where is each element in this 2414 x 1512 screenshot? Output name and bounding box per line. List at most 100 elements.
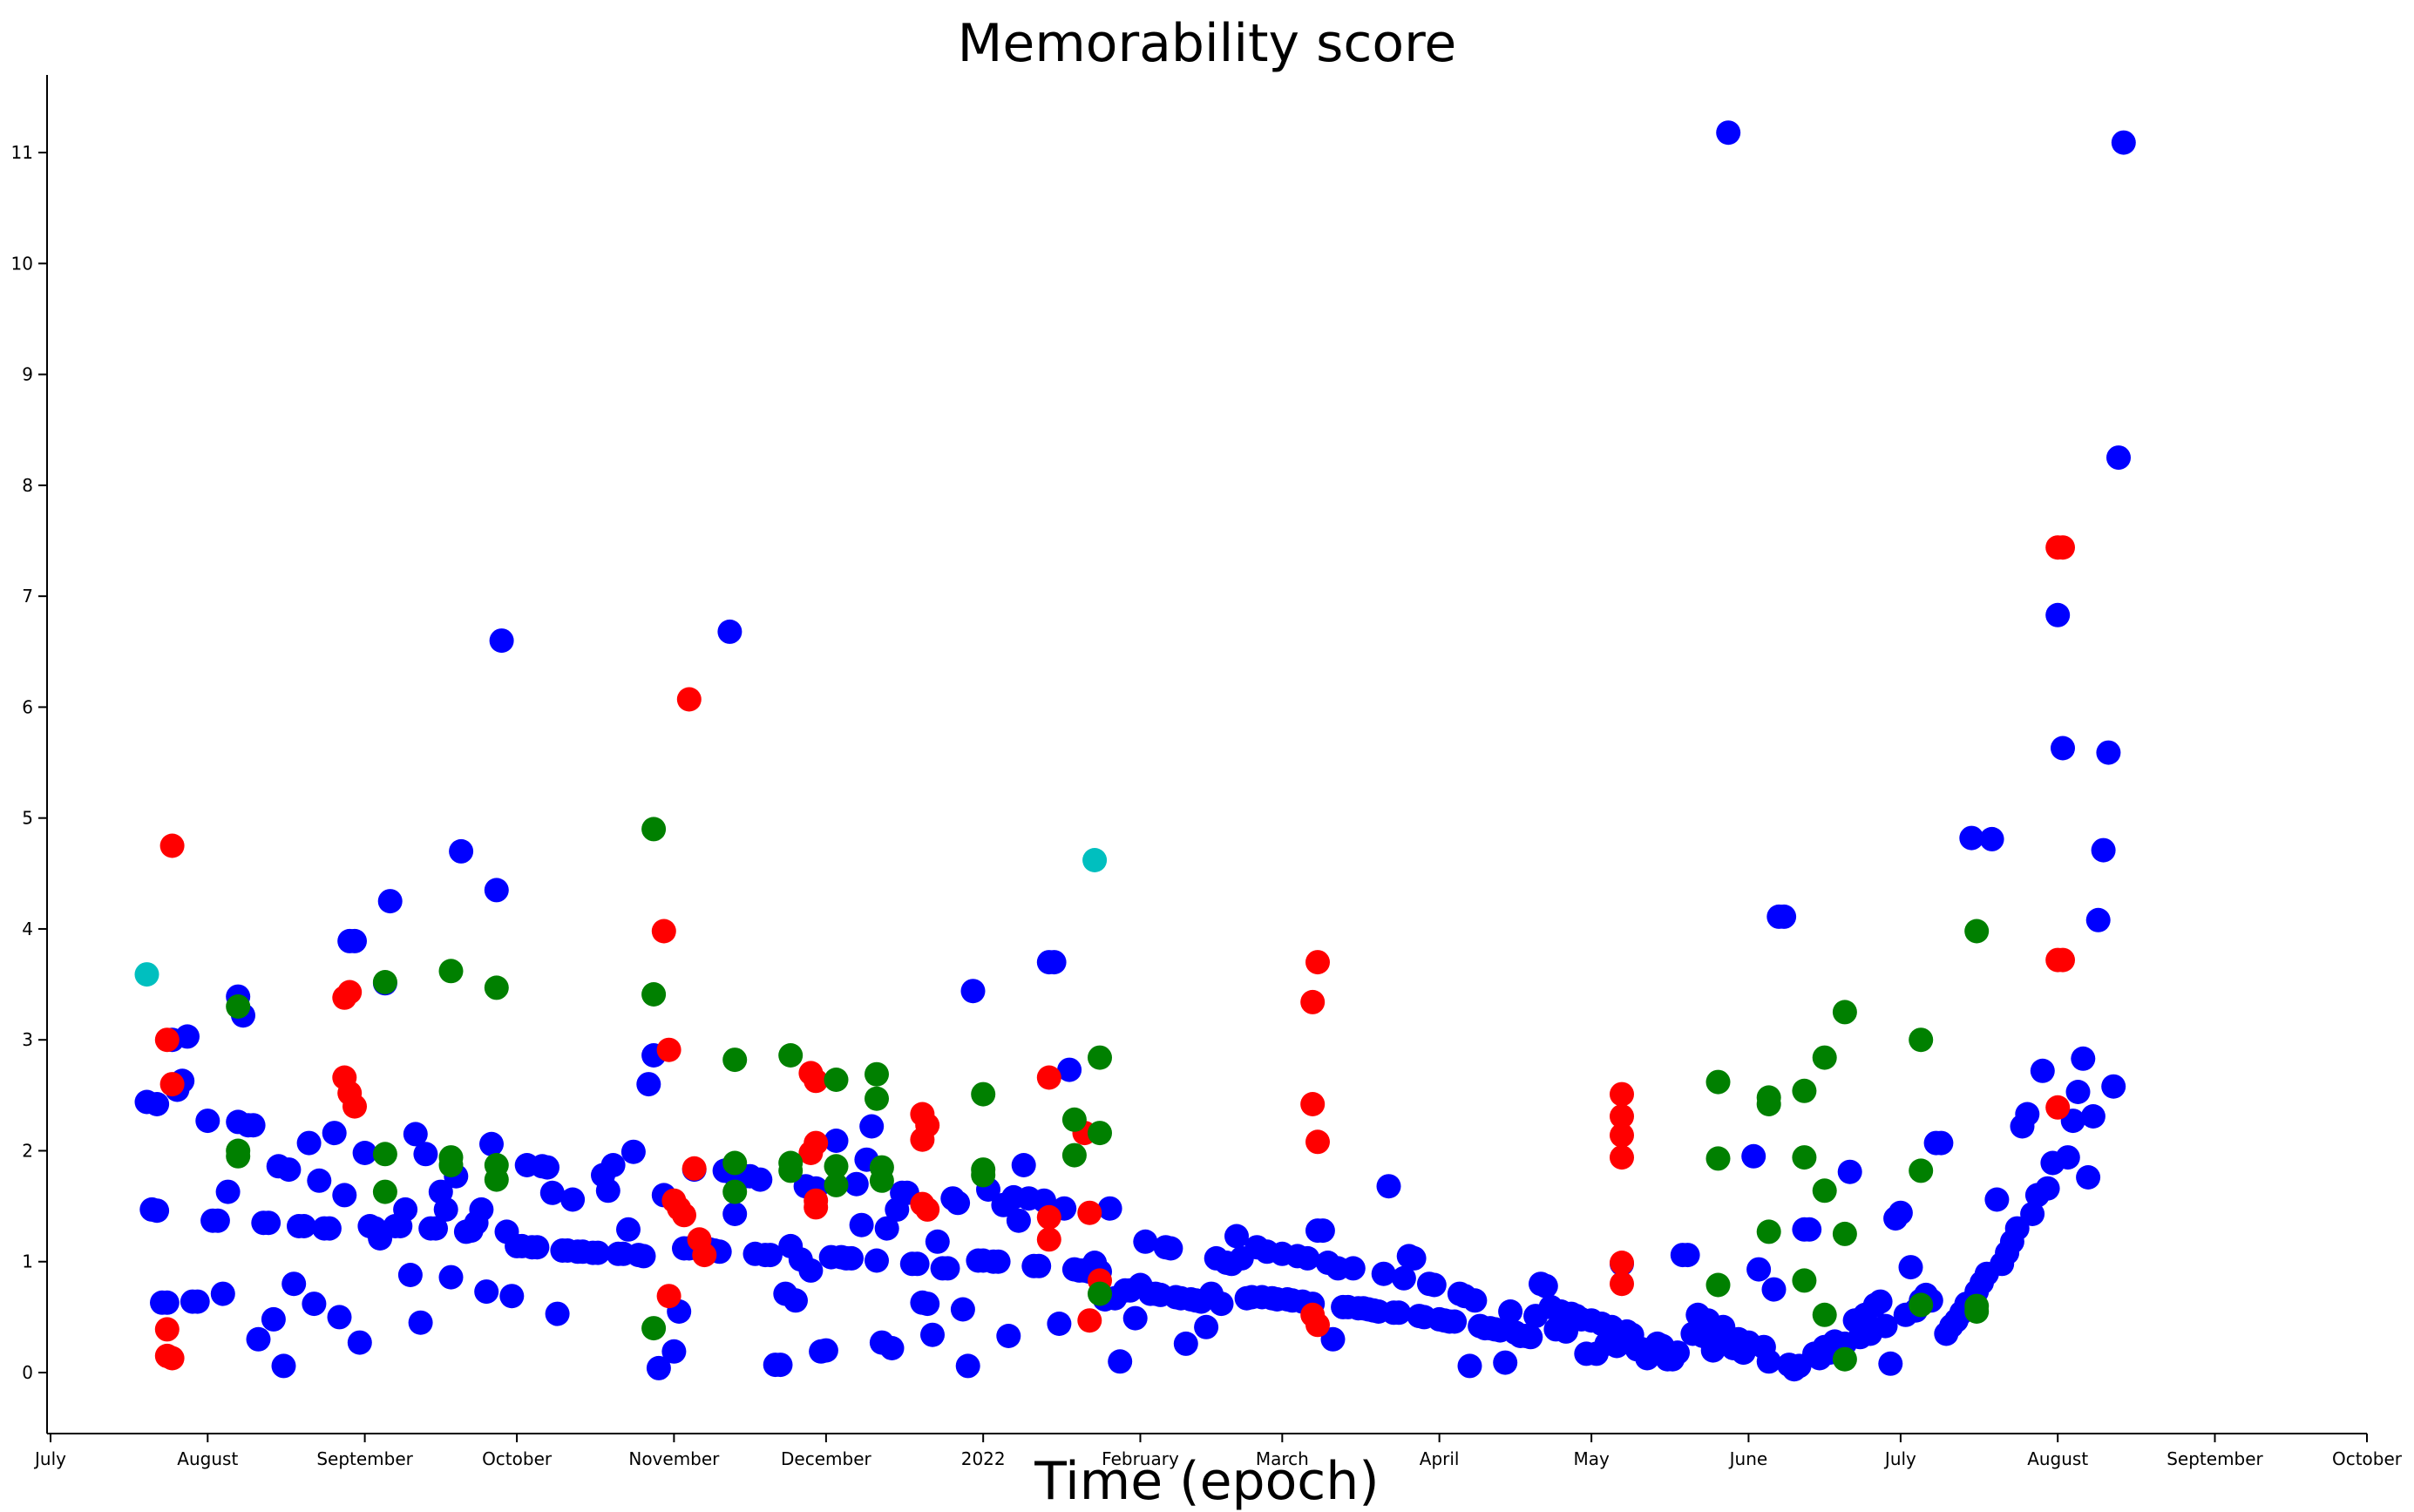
data-point	[1457, 1353, 1482, 1379]
data-point	[915, 1197, 940, 1222]
y-tick-label: 7	[22, 586, 33, 607]
data-point	[281, 1271, 307, 1297]
data-point	[1057, 1057, 1082, 1082]
data-point	[2015, 1102, 2040, 1127]
data-point	[1888, 1200, 1913, 1225]
data-point	[327, 1305, 352, 1330]
data-point	[935, 1256, 960, 1281]
data-point	[1122, 1305, 1148, 1331]
data-point	[474, 1279, 499, 1305]
x-tick-label: February	[1102, 1448, 1179, 1469]
x-tick-label: October	[2332, 1448, 2403, 1469]
x-tick-label: March	[1256, 1448, 1309, 1469]
data-point	[226, 994, 251, 1019]
data-point	[1898, 1255, 1923, 1280]
data-point	[813, 1338, 838, 1363]
data-point	[479, 1131, 504, 1156]
data-point	[307, 1168, 332, 1193]
data-point	[1610, 1271, 1634, 1297]
data-point	[1756, 1349, 1781, 1374]
data-point	[1533, 1273, 1558, 1298]
x-axis-label: Time (epoch)	[1034, 1451, 1379, 1512]
data-point	[651, 919, 676, 944]
data-point	[1462, 1288, 1488, 1313]
axes: 0 1 2 3 4 5 6 7 8 9 10 11 July August September October…	[11, 75, 2403, 1469]
data-point	[950, 1297, 975, 1322]
data-point	[656, 1037, 681, 1062]
data-point	[1675, 1243, 1700, 1268]
data-point	[1077, 1308, 1102, 1333]
data-point	[560, 1187, 586, 1212]
data-point	[322, 1121, 347, 1146]
data-point	[484, 878, 509, 903]
data-point	[681, 1156, 707, 1181]
data-point	[2045, 602, 2071, 627]
x-tick-label: April	[1420, 1448, 1460, 1469]
data-point	[1716, 120, 1741, 146]
data-point	[484, 975, 509, 1000]
data-point	[1088, 1121, 1112, 1146]
data-point	[1310, 1218, 1335, 1244]
data-point	[2080, 1104, 2105, 1129]
data-point	[824, 1129, 849, 1153]
data-point	[1792, 1268, 1817, 1293]
data-point	[915, 1292, 940, 1317]
y-tick-label: 10	[11, 253, 33, 274]
data-point	[2076, 1165, 2101, 1190]
data-point	[2051, 947, 2075, 973]
data-point	[1371, 1261, 1396, 1286]
data-point	[641, 982, 667, 1007]
y-tick-label: 2	[22, 1140, 33, 1161]
data-point	[971, 1163, 996, 1188]
data-point	[1391, 1265, 1416, 1291]
data-point	[1300, 1092, 1326, 1116]
data-point	[539, 1180, 565, 1205]
data-point	[1610, 1081, 1634, 1107]
data-point	[1006, 1208, 1031, 1233]
data-point	[1082, 848, 1108, 872]
data-point	[134, 962, 159, 987]
data-point	[1108, 1349, 1133, 1374]
data-point	[1610, 1145, 1634, 1170]
data-point	[641, 1316, 667, 1341]
y-tick-label: 4	[22, 919, 33, 939]
data-point	[145, 1092, 170, 1116]
data-point	[1812, 1302, 1837, 1327]
data-point	[1036, 1227, 1061, 1252]
data-point	[915, 1113, 940, 1138]
data-point	[352, 1141, 377, 1165]
y-tick-label: 9	[22, 364, 33, 385]
data-point	[1295, 1245, 1320, 1271]
data-point	[154, 1027, 180, 1053]
data-point	[692, 1243, 717, 1268]
data-point	[1746, 1257, 1772, 1282]
data-point	[960, 979, 986, 1004]
data-point	[1320, 1326, 1346, 1352]
data-point	[372, 1179, 397, 1204]
data-point	[1909, 1292, 1934, 1318]
data-point	[2045, 1095, 2071, 1120]
data-points	[134, 120, 2136, 1382]
data-point	[195, 1109, 220, 1134]
data-point	[337, 980, 363, 1005]
data-point	[641, 817, 667, 842]
data-point	[722, 1179, 748, 1204]
data-point	[2020, 1202, 2045, 1226]
data-point	[1832, 1346, 1857, 1372]
data-point	[946, 1190, 971, 1216]
data-point	[865, 1086, 889, 1111]
data-point	[347, 1330, 372, 1355]
data-point	[342, 928, 367, 953]
data-point	[1340, 1256, 1366, 1281]
data-point	[1832, 1221, 1857, 1246]
data-point	[1442, 1309, 1468, 1334]
data-point	[1036, 1065, 1061, 1090]
data-point	[778, 1043, 804, 1068]
data-point	[1964, 919, 1990, 944]
data-point	[636, 1072, 661, 1097]
data-point	[600, 1153, 626, 1177]
y-tick-label: 6	[22, 696, 33, 717]
data-point	[2101, 1074, 2126, 1099]
data-point	[2111, 130, 2136, 155]
data-point	[438, 1265, 464, 1290]
